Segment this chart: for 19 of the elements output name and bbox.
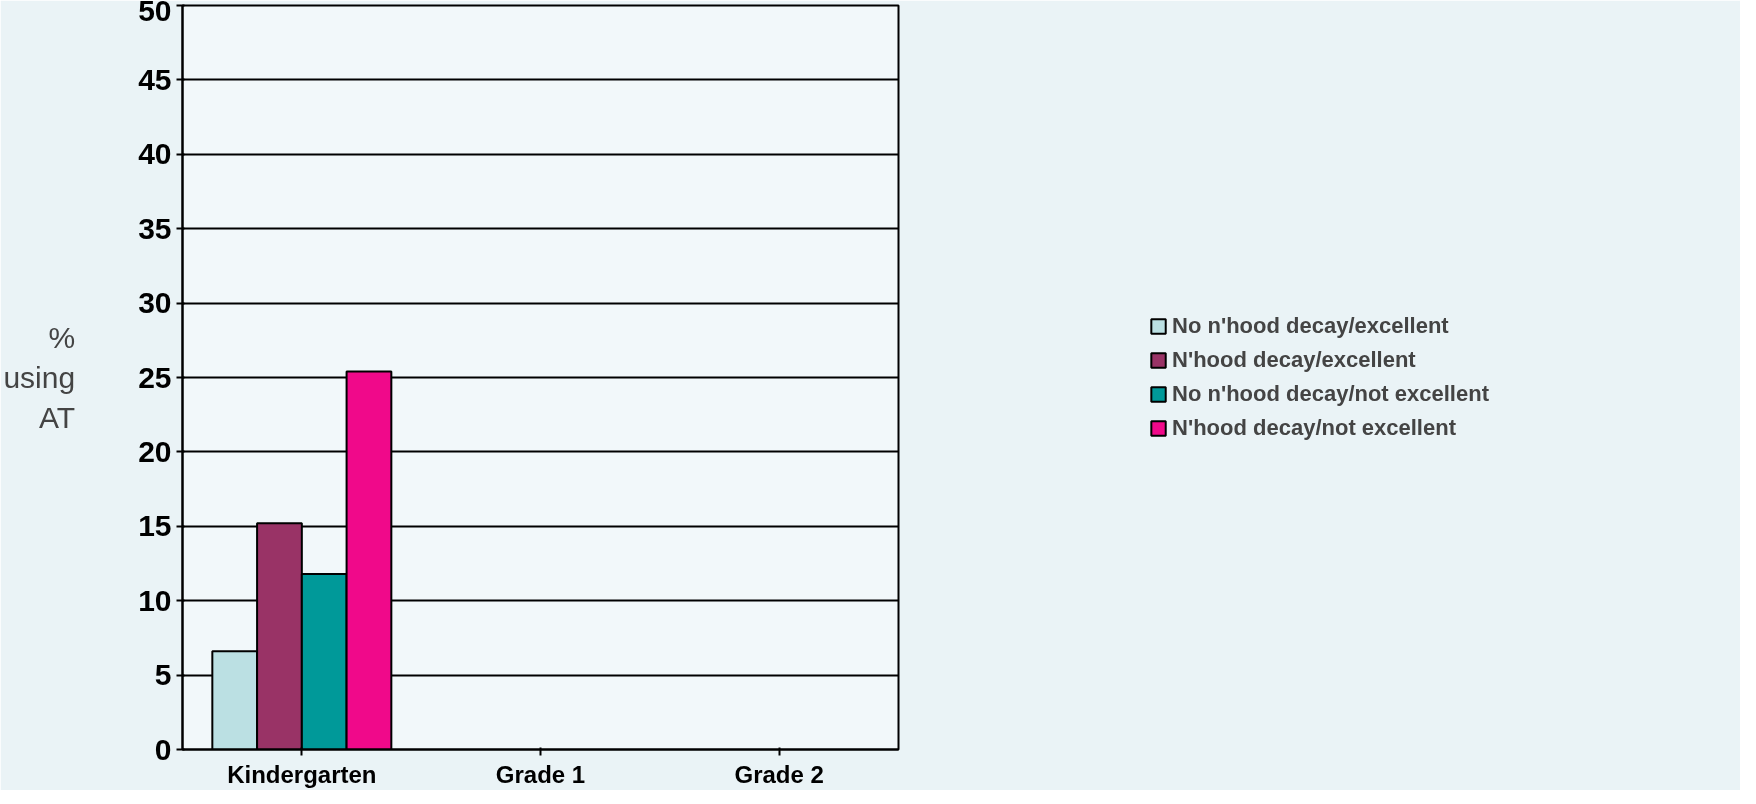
- legend-label: N'hood decay/not excellent: [1172, 415, 1456, 441]
- y-tick-label: 20: [138, 434, 172, 468]
- legend-label: No n'hood decay/excellent: [1172, 313, 1449, 339]
- y-tick-label: 40: [138, 137, 172, 171]
- y-tick-label: 10: [138, 583, 172, 617]
- y-tick-label: 30: [138, 286, 172, 320]
- legend-label: No n'hood decay/not excellent: [1172, 381, 1489, 407]
- legend-label: N'hood decay/excellent: [1172, 347, 1416, 373]
- y-tick-label: 0: [154, 732, 172, 766]
- x-tick-label: Grade 2: [734, 760, 824, 788]
- y-tick-label: 35: [138, 211, 172, 245]
- x-tick-label: Grade 1: [495, 760, 586, 788]
- y-tick-label: 50: [138, 0, 172, 27]
- y-axis-title: % using AT: [3, 321, 76, 434]
- y-tick-label: 5: [154, 658, 172, 692]
- y-tick-label: 45: [138, 62, 172, 96]
- x-tick-label: Kindergarten: [227, 760, 377, 788]
- y-tick-label: 25: [138, 360, 172, 394]
- y-tick-label: 15: [138, 509, 172, 543]
